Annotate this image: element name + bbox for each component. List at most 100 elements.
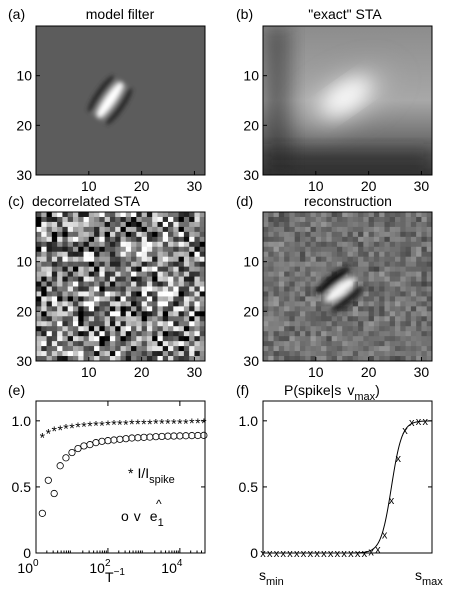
info-point: * [117,416,123,432]
panel-c-tag: (c) [8,193,24,209]
probability-point: x [301,548,307,560]
probability-point: x [287,548,293,560]
info-point: * [99,417,105,433]
panel-f-x-min-label: smin [259,567,284,588]
panel-d-title: reconstruction [304,193,392,209]
y-tick-label: 10 [16,254,32,270]
overlap-point [128,434,136,442]
info-point: * [75,419,81,435]
panel-e: (e) 00.51.0 100 102 104 * * * * * * * * * * * * * * * * * *… [8,382,208,585]
decorrelated-sta-image [36,212,205,361]
info-point: * [201,415,207,431]
x-tick-label: 10 [308,364,324,380]
panel-c-ticks: 10 20 30 10 20 30 [16,254,202,380]
x-tick-label: 20 [134,178,150,194]
overlap-point [182,432,190,440]
overlap-point [140,433,148,441]
y-tick-label: 20 [16,117,32,133]
overlap-point [68,448,76,457]
info-point: * [93,418,99,434]
info-point: * [111,417,117,433]
panel-f-sigmoid-curve [263,420,433,554]
y-tick-label: 1.0 [239,413,259,429]
info-point: * [177,415,183,431]
info-point: * [165,415,171,431]
y-tick-label: 20 [16,303,32,319]
y-tick-label: 30 [243,353,259,369]
panel-f-y-ticks: 0 0.5 1.0 [239,413,432,561]
overlap-point [38,509,46,517]
overlap-point [122,435,130,443]
info-point: * [123,416,129,432]
probability-point: x [375,544,381,556]
probability-point: x [341,548,347,560]
overlap-point [188,432,196,440]
probability-point: x [281,548,287,560]
info-point: * [46,426,52,442]
overlap-point [80,442,88,450]
y-tick-label: 0 [23,545,31,561]
overlap-point [164,432,172,440]
overlap-point [98,437,106,445]
probability-point: x [395,453,401,465]
panel-e-x-label: T−1 [105,567,125,585]
panel-d-frame [262,211,433,362]
overlap-point [116,435,124,443]
panel-a: (a) model filter 10 20 30 10 20 30 [8,6,206,194]
panel-d-ticks: 10 20 30 10 20 30 [243,254,429,380]
y-tick-label: 30 [243,167,259,183]
x-tick-label: 10 [308,178,324,194]
overlap-point [134,434,142,442]
overlap-point [170,432,178,440]
panel-a-frame [35,25,206,176]
probability-point: x [274,548,280,560]
probability-point: x [382,529,388,541]
probability-point: x [321,548,327,560]
panel-e-tag: (e) [8,382,25,398]
x-tick-label: 102 [89,558,111,576]
overlap-point [74,444,82,453]
info-point: * [51,423,57,439]
info-point: * [63,420,69,436]
panel-b-tag: (b) [236,6,253,22]
info-point: * [153,416,159,432]
overlap-point [110,436,118,444]
info-point: * [87,418,93,434]
panel-a-ticks: 10 20 30 10 20 30 [16,68,202,194]
x-tick-label: 10 [81,364,97,380]
panel-e-overlap-series [38,431,208,517]
overlap-point [152,433,160,441]
info-point: * [171,415,177,431]
info-point: * [159,416,165,432]
y-tick-label: 10 [16,68,32,84]
x-tick-label: 104 [161,558,183,576]
info-point: * [147,416,153,432]
probability-point: x [328,548,334,560]
info-point: * [57,422,63,438]
info-point: * [105,417,111,433]
panel-f-x-max-label: smax [415,567,443,588]
x-tick-label: 20 [134,364,150,380]
legend-overlap-entry: o v e1 [121,508,164,529]
overlap-point [56,462,64,470]
x-tick-label: 30 [414,178,430,194]
panel-c-title: decorrelated STA [32,193,141,209]
x-tick-label: 100 [17,558,39,576]
panel-e-frame [35,400,206,554]
y-tick-label: 1.0 [12,413,32,429]
overlap-point [146,433,154,441]
probability-point: x [355,548,361,560]
overlap-point [104,437,112,445]
panel-f-frame [262,400,433,554]
legend-hat-mark: ^ [156,497,162,511]
info-point: * [195,415,201,431]
panel-f-tag: (f) [236,382,249,398]
panel-b-frame [262,25,433,176]
y-tick-label: 20 [243,117,259,133]
overlap-point [194,431,202,440]
x-tick-label: 20 [361,364,377,380]
panel-d: (d) reconstruction 10 20 30 10 20 30 [236,193,433,380]
x-tick-label: 30 [187,178,203,194]
